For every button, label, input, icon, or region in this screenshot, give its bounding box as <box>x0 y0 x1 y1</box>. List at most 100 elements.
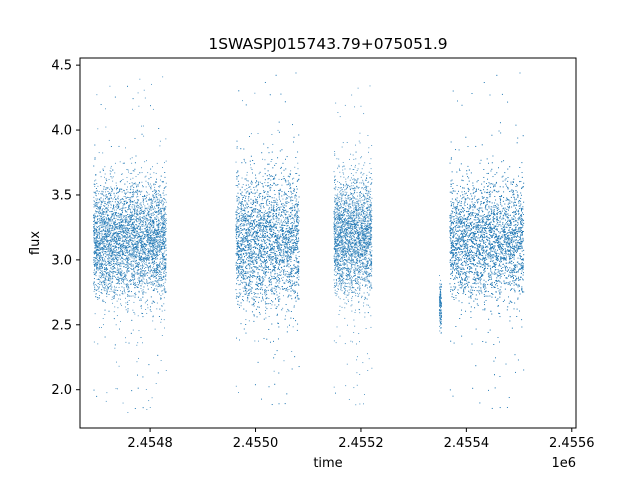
data-point <box>133 258 135 260</box>
data-point <box>138 211 140 213</box>
data-point <box>158 223 160 225</box>
data-point <box>130 187 132 189</box>
data-point <box>156 236 158 238</box>
data-point <box>97 211 99 212</box>
data-point <box>142 257 144 259</box>
data-point <box>165 237 166 239</box>
data-point <box>132 224 134 226</box>
data-point <box>123 237 125 238</box>
data-point <box>117 234 119 236</box>
data-point <box>119 229 121 231</box>
data-point <box>159 261 161 263</box>
data-point <box>155 258 156 260</box>
data-point <box>144 274 146 276</box>
data-point <box>141 133 143 135</box>
data-point <box>146 231 148 233</box>
data-point <box>101 271 103 273</box>
data-point <box>115 283 117 284</box>
data-point <box>163 215 165 217</box>
data-point <box>122 253 123 255</box>
data-point <box>150 232 152 234</box>
data-point <box>150 185 152 187</box>
data-point <box>117 195 119 197</box>
data-point <box>161 226 163 228</box>
data-point <box>127 262 129 264</box>
data-point <box>136 251 137 253</box>
data-point <box>142 296 144 298</box>
data-point <box>117 204 119 205</box>
data-point <box>165 291 167 293</box>
data-point <box>162 244 164 246</box>
data-point <box>94 233 96 235</box>
data-point <box>112 267 114 269</box>
data-point <box>105 275 107 277</box>
data-point <box>125 258 127 260</box>
data-point <box>132 269 134 271</box>
data-point <box>151 205 153 207</box>
data-point <box>151 212 153 214</box>
data-point <box>136 211 138 213</box>
data-point <box>157 211 159 213</box>
data-point <box>126 241 128 243</box>
data-point <box>124 225 126 226</box>
data-point <box>112 225 114 227</box>
data-point <box>94 180 96 182</box>
data-point <box>128 267 130 269</box>
data-point <box>124 278 126 280</box>
data-point <box>120 224 122 226</box>
data-point <box>154 248 156 249</box>
data-point <box>163 233 165 235</box>
data-point <box>124 218 126 220</box>
data-point <box>160 175 162 177</box>
data-point <box>143 265 145 267</box>
data-point <box>132 190 134 192</box>
data-point <box>119 272 121 274</box>
data-point <box>115 223 116 225</box>
data-point <box>136 265 138 267</box>
data-point <box>108 294 110 295</box>
data-point <box>162 227 163 229</box>
data-point <box>126 181 128 183</box>
data-point <box>119 263 120 265</box>
data-point <box>154 232 155 234</box>
data-point <box>155 268 157 270</box>
data-point <box>99 236 100 238</box>
data-point <box>148 226 150 228</box>
data-point <box>132 250 134 252</box>
data-point <box>102 250 104 252</box>
data-point <box>157 249 159 251</box>
data-point <box>161 285 163 287</box>
data-point <box>105 400 107 402</box>
data-point <box>153 235 155 236</box>
data-point <box>133 248 135 250</box>
data-point <box>151 199 153 201</box>
data-point <box>97 234 98 236</box>
data-point <box>97 128 99 130</box>
data-point <box>97 267 99 269</box>
data-point <box>107 203 109 205</box>
data-point <box>138 217 140 219</box>
data-point <box>102 252 103 254</box>
data-point <box>159 233 161 234</box>
data-point <box>119 213 121 215</box>
data-point <box>126 261 128 263</box>
data-point <box>105 235 107 237</box>
data-point <box>164 162 165 164</box>
data-point <box>115 218 117 220</box>
data-point <box>142 244 144 246</box>
data-point <box>147 304 149 306</box>
data-point <box>136 250 138 252</box>
data-point <box>135 254 137 256</box>
data-point <box>123 266 125 268</box>
data-point <box>106 392 108 394</box>
data-point <box>147 192 148 194</box>
data-point <box>130 185 132 187</box>
data-point <box>143 253 145 255</box>
data-point <box>103 251 105 253</box>
data-point <box>105 230 107 232</box>
data-point <box>152 258 154 260</box>
data-point <box>155 217 157 219</box>
data-point <box>142 219 144 221</box>
data-point <box>149 238 150 240</box>
data-point <box>151 202 153 204</box>
